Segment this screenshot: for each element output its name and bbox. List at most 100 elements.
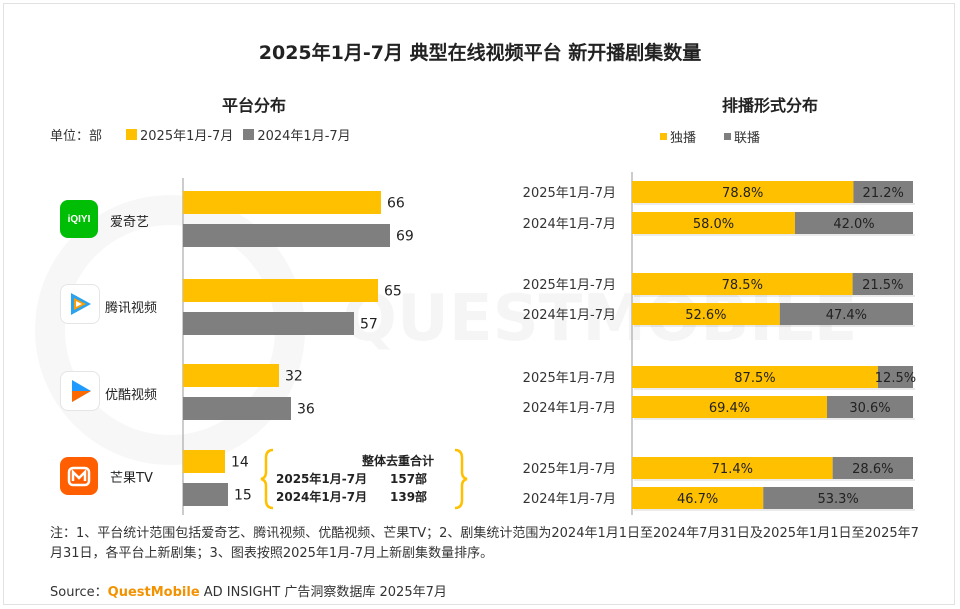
stack-shadow-2 [634, 295, 915, 297]
bar-value-label-2-1: 36 [297, 402, 315, 418]
bar-2-1 [183, 397, 291, 420]
legend-label-2024: 2024年1月-7月 [257, 129, 351, 144]
period-label-2: 2025年1月-7月 [523, 278, 616, 293]
bar-0-0 [183, 191, 381, 214]
stack-shadow-0 [634, 203, 915, 205]
source-prefix: Source： [50, 585, 108, 600]
iqiyi-logo-icon: iQIYI [60, 200, 98, 238]
stack-label-joint-5: 30.6% [849, 401, 890, 416]
tencent-video-logo-icon [60, 284, 100, 324]
stack-label-joint-3: 47.4% [826, 308, 867, 323]
stack-joint-6 [832, 457, 913, 479]
period-label-4: 2025年1月-7月 [523, 371, 616, 386]
stack-exclusive-3 [632, 303, 780, 325]
legend-swatch-joint [724, 133, 732, 140]
legend-swatch-2024 [243, 129, 255, 140]
bar-value-label-1-0: 65 [384, 284, 402, 300]
legend-item-exclusive: 独播 [660, 127, 696, 146]
summary-brace-right [454, 448, 468, 510]
stack-shadow-7 [634, 509, 915, 511]
source-line: Source：QuestMobile AD INSIGHT 广告洞察数据库 20… [50, 581, 447, 600]
chart-frame [3, 3, 955, 605]
summary-title: 整体去重合计 [362, 454, 435, 468]
legend-item-2025: 2025年1月-7月 [126, 125, 233, 144]
legend-label-joint: 联播 [734, 131, 761, 146]
bar-value-label-0-0: 66 [387, 196, 405, 212]
source-brand: QuestMobile [107, 585, 200, 600]
source-rest: AD INSIGHT 广告洞察数据库 2025年7月 [199, 585, 447, 600]
period-label-6: 2025年1月-7月 [523, 462, 616, 477]
tencent-video-glyph [71, 293, 91, 315]
left-panel-title: 平台分布 [222, 96, 287, 115]
stack-joint-0 [853, 181, 913, 203]
stack-exclusive-6 [632, 457, 833, 479]
bar-value-label-0-1: 69 [396, 229, 414, 245]
bar-3-0 [183, 450, 225, 473]
stack-exclusive-1 [632, 212, 795, 234]
youku-glyph [72, 380, 91, 402]
stack-exclusive-0 [632, 181, 854, 203]
stack-label-exclusive-2: 78.5% [722, 278, 763, 293]
bar-2-0 [183, 364, 279, 387]
unit-label: 单位：部 [50, 129, 103, 144]
footnote: 注：1、平台统计范围包括爱奇艺、腾讯视频、优酷视频、芒果TV；2、剧集统计范围为… [50, 526, 919, 561]
bar-1-0 [183, 279, 378, 302]
bar-value-label-3-0: 14 [231, 455, 249, 471]
stack-shadow-3 [634, 325, 915, 327]
period-label-0: 2025年1月-7月 [523, 186, 616, 201]
platform-name-youku: 优酷视频 [105, 388, 158, 403]
stack-joint-1 [794, 212, 913, 234]
stack-joint-2 [852, 273, 913, 295]
platform-name-mango: 芒果TV [110, 471, 153, 486]
stack-shadow-1 [634, 234, 915, 236]
stack-exclusive-5 [632, 396, 828, 418]
stack-label-joint-7: 53.3% [817, 492, 858, 507]
stack-label-exclusive-1: 58.0% [693, 217, 734, 232]
legend-label-2025: 2025年1月-7月 [140, 129, 234, 144]
stack-label-exclusive-5: 69.4% [709, 401, 750, 416]
bar-value-label-3-1: 15 [234, 488, 252, 504]
legend-item-joint: 联播 [724, 127, 760, 146]
stack-label-exclusive-6: 71.4% [712, 462, 753, 477]
legend-swatch-exclusive [660, 133, 667, 140]
stack-shadow-5 [634, 418, 915, 420]
iqiyi-logo-text: iQIYI [67, 213, 91, 225]
period-label-7: 2024年1月-7月 [523, 492, 616, 507]
period-label-5: 2024年1月-7月 [523, 401, 616, 416]
bar-value-label-2-0: 32 [285, 369, 303, 385]
stack-label-exclusive-7: 46.7% [677, 492, 718, 507]
stack-exclusive-4 [632, 366, 878, 388]
stack-label-joint-6: 28.6% [852, 462, 893, 477]
mango-tv-glyph [67, 466, 91, 487]
bar-3-1 [183, 483, 228, 506]
stack-label-exclusive-3: 52.6% [685, 308, 726, 323]
chart-title: 2025年1月-7月 典型在线视频平台 新开播剧集数量 [258, 42, 702, 64]
legend-swatch-2025 [126, 129, 138, 140]
summary-period-2025: 2025年1月-7月 [276, 472, 368, 486]
bar-0-1 [183, 224, 390, 247]
legend-label-exclusive: 独播 [670, 131, 697, 146]
platform-name-iqiyi: 爱奇艺 [110, 215, 150, 230]
summary-value-2024: 139部 [390, 490, 428, 504]
bar-1-1 [183, 312, 354, 335]
stack-shadow-6 [634, 479, 915, 481]
summary-box: 整体去重合计 2025年1月-7月 157部 2024年1月-7月 139部 [276, 450, 454, 508]
stack-label-joint-0: 21.2% [863, 186, 904, 201]
stack-exclusive-7 [632, 487, 764, 509]
stack-joint-7 [763, 487, 913, 509]
stack-joint-4 [877, 366, 913, 388]
stack-label-joint-1: 42.0% [833, 217, 874, 232]
summary-period-2024: 2024年1月-7月 [276, 490, 368, 504]
mango-tv-logo-icon [60, 457, 98, 495]
summary-brace-left [260, 448, 274, 510]
platform-name-tencent: 腾讯视频 [105, 301, 158, 316]
stack-label-joint-2: 21.5% [862, 278, 903, 293]
bar-value-label-1-1: 57 [360, 317, 378, 333]
stack-exclusive-2 [632, 273, 853, 295]
stack-label-joint-4: 12.5% [875, 371, 916, 386]
stack-shadow-4 [634, 388, 915, 390]
right-panel-title: 排播形式分布 [722, 96, 819, 115]
stack-label-exclusive-0: 78.8% [722, 186, 763, 201]
stack-label-exclusive-4: 87.5% [734, 371, 775, 386]
